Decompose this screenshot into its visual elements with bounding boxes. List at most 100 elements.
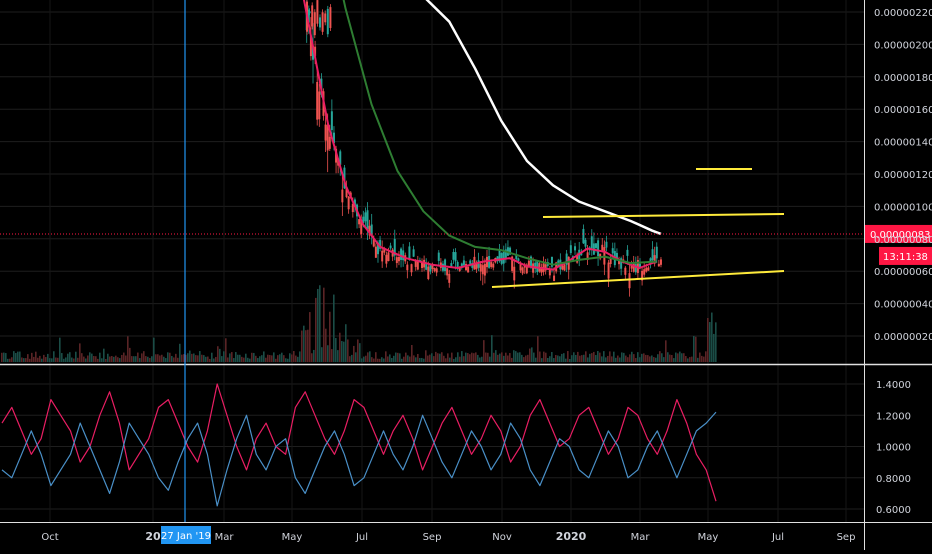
volume-bar [385,351,387,362]
candle-body [345,186,348,198]
candle-body [502,252,505,264]
volume-bar [235,352,237,362]
volume-bar [259,356,261,362]
candle-body [328,136,331,149]
volume-bar [127,336,129,362]
candle-body [525,264,528,274]
candle-body [383,248,386,253]
volume-bar [55,357,57,362]
volume-bar [485,352,487,362]
volume-bar [111,356,113,362]
volume-bar [447,353,449,362]
volume-bar [397,352,399,362]
candle-body [611,248,614,254]
volume-bar [655,357,657,362]
candle-body [605,241,608,248]
volume-bar [29,358,31,362]
volume-bar [483,340,485,362]
volume-bar [331,349,333,362]
volume-bar [319,285,321,362]
x-tick-label: Oct [41,532,58,543]
candle-body [416,259,419,270]
candle-body [311,5,314,27]
volume-bar [549,356,551,362]
volume-bar [221,356,223,362]
countdown-label: 13:11:38 [883,252,928,263]
candle-body [471,263,474,268]
volume-bar [365,355,367,362]
volume-bar [25,358,27,362]
volume-bar [521,354,523,362]
candle-body [324,13,327,23]
osc-y-tick-label: 0.6000 [876,505,911,516]
volume-bar [527,354,529,362]
axis-labels: 0.00000220 0.00000200 0.00000180 0.00000160… [41,8,932,543]
volume-bar [69,352,71,362]
volume-bar [467,353,469,362]
volume-bar [241,356,243,362]
candle-body [582,228,585,244]
volume-bar [355,352,357,362]
x-tick-label: 20 [145,530,161,543]
volume-bar [79,343,81,362]
volume-bar [227,357,229,362]
candle-body [550,256,553,267]
candle-body [330,111,333,131]
volume-bar [451,352,453,362]
volume-bar [301,330,303,362]
volume-bar [295,355,297,362]
volume-bar [289,353,291,362]
candle-body [641,270,644,281]
volume-bar [237,354,239,362]
candle-body [326,124,329,151]
volume-bar [209,358,211,362]
volume-bar [413,355,415,362]
volume-bar [43,354,45,362]
volume-bar [613,351,615,362]
volume-bar [407,355,409,362]
candle-body [387,252,390,262]
candle-body [406,264,409,271]
candle-body [530,256,533,268]
candle-body [540,267,543,273]
volume-bar [155,354,157,362]
candle-body [567,256,570,270]
volume-bar [351,354,353,362]
volume-bar [1,352,3,362]
candle-body [655,246,658,259]
volume-bar [281,352,283,362]
volume-bar [139,358,141,362]
candle-body [324,124,327,141]
volume-bar [441,352,443,362]
volume-bar [381,357,383,362]
volume-bar [189,350,191,362]
volume-bar [529,348,531,362]
volume-bar [457,352,459,362]
volume-bar [263,351,265,362]
volume-bar [239,354,241,362]
volume-bar [151,356,153,362]
volume-bar [433,356,435,362]
last-price-label: 0.00000083 [870,230,930,241]
volume-bar [623,352,625,362]
price-y-tick-label: 0.00000200 [874,40,932,51]
volume-bar [463,356,465,362]
candle-body [425,263,428,270]
candle-body [456,262,459,268]
candle-body [412,249,415,257]
volume-bar [335,338,337,362]
volume-bar [395,352,397,362]
volume-bar [333,294,335,362]
volume-bar [217,346,219,362]
moving-average-fast [302,0,657,271]
volume-bar [439,353,441,362]
volume-bar [99,352,101,362]
volume-bar [661,353,663,362]
volume-bar [371,357,373,362]
x-tick-label: May [282,532,303,543]
volume-bar [561,353,563,362]
candle-body [628,273,631,289]
volume-bar [277,355,279,362]
